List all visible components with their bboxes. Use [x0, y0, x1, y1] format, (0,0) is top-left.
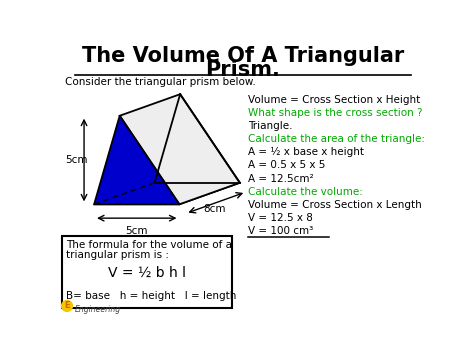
Text: Triangle.: Triangle.: [247, 121, 292, 131]
Polygon shape: [94, 116, 179, 204]
Text: 5cm: 5cm: [65, 155, 88, 165]
Text: Calculate the area of the triangle:: Calculate the area of the triangle:: [247, 134, 425, 144]
Text: Volume = Cross Section x Height: Volume = Cross Section x Height: [247, 95, 420, 105]
Text: B= base   h = height   l = length: B= base h = height l = length: [66, 290, 237, 301]
Text: A = ½ x base x height: A = ½ x base x height: [247, 147, 364, 157]
Text: 5cm: 5cm: [126, 226, 148, 236]
Text: A = 0.5 x 5 x 5: A = 0.5 x 5 x 5: [247, 160, 325, 170]
Text: V = ½ b h l: V = ½ b h l: [108, 266, 186, 280]
Text: The formula for the volume of a: The formula for the volume of a: [66, 240, 232, 251]
Text: Volume = Cross Section x Length: Volume = Cross Section x Length: [247, 200, 421, 210]
Circle shape: [62, 301, 73, 311]
Text: Prism.: Prism.: [206, 60, 280, 80]
Text: The Volume Of A Triangular: The Volume Of A Triangular: [82, 47, 404, 66]
Text: V = 100 cm³: V = 100 cm³: [247, 226, 313, 236]
Polygon shape: [120, 94, 240, 204]
Text: triangular prism is :: triangular prism is :: [66, 251, 169, 261]
Text: V = 12.5 x 8: V = 12.5 x 8: [247, 213, 312, 223]
Text: Consider the triangular prism below.: Consider the triangular prism below.: [65, 77, 256, 87]
Text: 8cm: 8cm: [203, 204, 226, 214]
FancyBboxPatch shape: [62, 236, 232, 308]
Text: Engineering: Engineering: [75, 305, 121, 314]
Text: Calculate the volume:: Calculate the volume:: [247, 187, 363, 197]
Polygon shape: [94, 183, 240, 204]
Text: E: E: [64, 301, 70, 310]
Text: What shape is the cross section ?: What shape is the cross section ?: [247, 108, 422, 118]
Text: A = 12.5cm²: A = 12.5cm²: [247, 174, 313, 184]
